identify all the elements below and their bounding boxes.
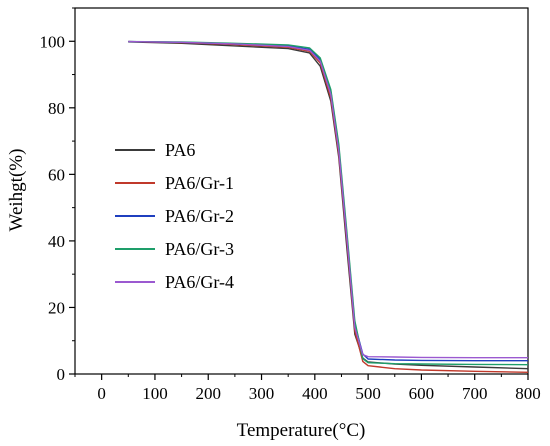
x-tick-label: 400: [302, 384, 328, 403]
plot-border: [74, 7, 529, 375]
x-tick-label: 200: [195, 384, 221, 403]
y-axis-ticks: 0 20 40 60 80 100: [40, 7, 75, 384]
y-tick-label: 100: [40, 32, 66, 51]
x-tick-label: 700: [462, 384, 488, 403]
legend-label-2: PA6/Gr-1: [165, 173, 234, 193]
y-tick-label: 80: [48, 99, 65, 118]
x-tick-label: 500: [355, 384, 381, 403]
legend-label-1: PA6: [165, 140, 195, 160]
y-tick-label: 40: [48, 232, 65, 251]
x-tick-label: 800: [515, 384, 541, 403]
legend-label-5: PA6/Gr-4: [165, 272, 234, 292]
x-tick-label: 600: [409, 384, 435, 403]
series-line-5: [128, 40, 528, 359]
y-tick-label: 20: [48, 298, 65, 317]
legend-label-4: PA6/Gr-3: [165, 239, 234, 259]
y-tick-label: 0: [57, 365, 66, 384]
y-axis-title: Weihgt(%): [6, 149, 27, 232]
x-tick-label: 100: [142, 384, 168, 403]
x-tick-label: 300: [249, 384, 275, 403]
plot-frame: [74, 7, 529, 375]
legend: PA6 PA6/Gr-1 PA6/Gr-2 PA6/Gr-3 PA6/Gr-4: [115, 140, 234, 292]
y-tick-label: 60: [48, 165, 65, 184]
x-axis-title: Temperature(°C): [237, 420, 366, 441]
x-axis-ticks: 0 100 200 300 400 500 600 700 800: [74, 374, 541, 403]
series-lines: [128, 40, 529, 373]
legend-label-3: PA6/Gr-2: [165, 206, 234, 226]
x-tick-label: 0: [97, 384, 106, 403]
